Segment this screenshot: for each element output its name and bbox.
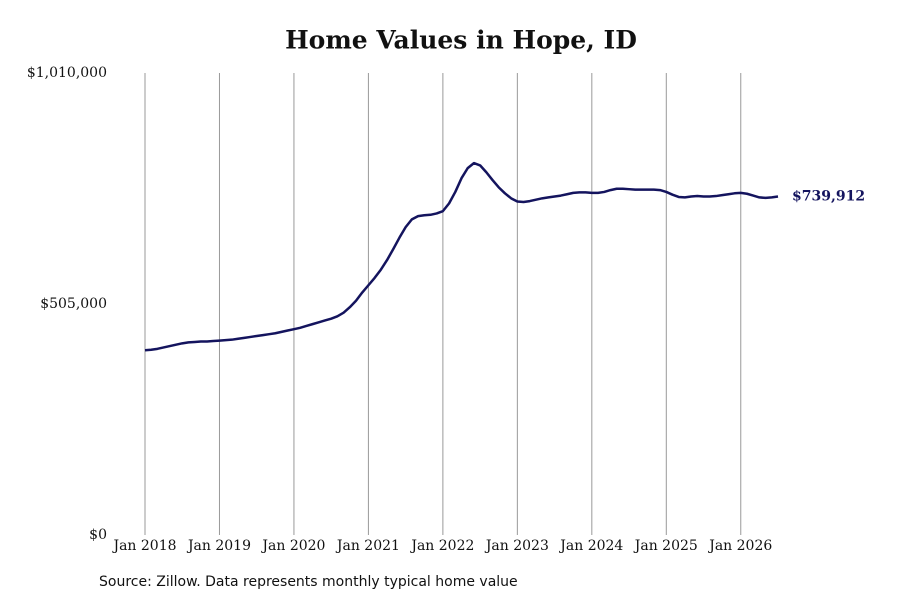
- x-tick-label: Jan 2020: [260, 538, 325, 554]
- x-tick-label: Jan 2025: [633, 538, 698, 554]
- y-tick-label: $1,010,000: [27, 65, 107, 81]
- y-tick-label: $505,000: [40, 296, 107, 312]
- source-note: Source: Zillow. Data represents monthly …: [99, 574, 518, 590]
- x-tick-label: Jan 2024: [558, 538, 623, 554]
- x-tick-label: Jan 2022: [409, 538, 474, 554]
- x-tick-label: Jan 2026: [707, 538, 772, 554]
- y-tick-label: $0: [89, 527, 107, 543]
- series-line: [144, 161, 779, 352]
- x-tick-label: Jan 2023: [484, 538, 549, 554]
- x-tick-label: Jan 2018: [111, 538, 176, 554]
- value-label: $739,912: [792, 189, 865, 205]
- x-tick-label: Jan 2021: [335, 538, 400, 554]
- x-tick-label: Jan 2019: [186, 538, 251, 554]
- chart-title: Home Values in Hope, ID: [285, 26, 637, 55]
